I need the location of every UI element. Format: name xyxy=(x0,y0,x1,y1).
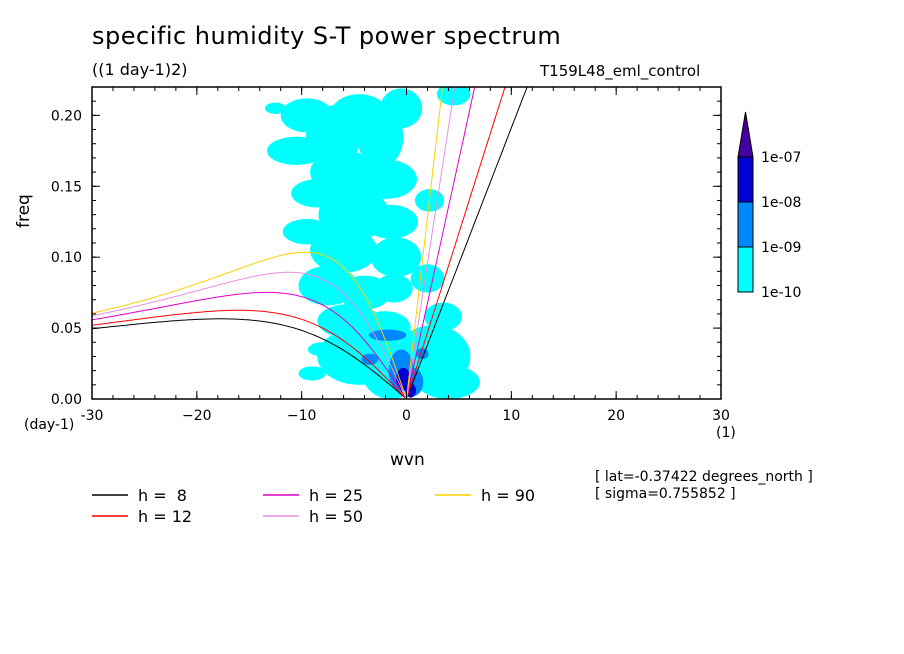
contour-region-22 xyxy=(416,364,480,399)
contour-region-4 xyxy=(380,88,423,129)
legend-label-90: h = 90 xyxy=(481,486,535,505)
legend: h = 8 h = 12 h = 25 h = 50 h = 90 xyxy=(92,486,535,526)
contour-regions xyxy=(264,87,480,399)
chart-title: specific humidity S-T power spectrum xyxy=(92,22,562,50)
contour-region-5 xyxy=(267,136,326,165)
legend-label-12: h = 12 xyxy=(138,507,192,526)
contour-region-29 xyxy=(298,366,326,381)
legend-label-50: h = 50 xyxy=(309,507,363,526)
contour-region-10 xyxy=(363,204,419,239)
colorbar-label-2: 1e-08 xyxy=(761,195,801,211)
x-unit-left: (day-1) xyxy=(24,417,75,433)
x-unit-right: (1) xyxy=(716,425,736,441)
annotation-sigma: [ sigma=0.755852 ] xyxy=(595,486,736,502)
contour-region-31 xyxy=(368,329,407,341)
contour-region-28 xyxy=(307,342,338,357)
contour-region-16 xyxy=(375,274,413,303)
dispersion-curves xyxy=(92,87,528,399)
y-tick-label-1: 0.05 xyxy=(51,321,82,337)
colorbar-label-1: 1e-09 xyxy=(761,240,801,256)
annotation-block: [ lat=-0.37422 degrees_north ] [ sigma=0… xyxy=(595,469,813,503)
contour-region-27 xyxy=(264,102,286,114)
colorbar-extend-arrow xyxy=(737,111,754,158)
rossby-curve-8 xyxy=(92,318,407,399)
chart-units: ((1 day-1)2) xyxy=(92,60,188,79)
colorbar-segment-0 xyxy=(737,246,754,293)
contour-region-13 xyxy=(370,237,422,278)
legend-label-25: h = 25 xyxy=(309,486,363,505)
contour-region-12 xyxy=(310,227,378,273)
colorbar-label-3: 1e-07 xyxy=(761,150,801,166)
run-label: T159L48_eml_control xyxy=(540,62,701,80)
x-tick-label-1: −20 xyxy=(182,408,212,424)
x-tick-label-0: -30 xyxy=(81,408,104,424)
x-tick-label-5: 20 xyxy=(607,408,625,424)
contour-region-30 xyxy=(448,342,470,357)
colorbar-segment-2 xyxy=(737,156,754,203)
colorbar: 1e-10 1e-09 1e-08 1e-07 xyxy=(737,111,801,301)
rossby-curve-50 xyxy=(92,271,407,399)
colorbar-segment-1 xyxy=(737,201,754,248)
x-tick-label-2: −10 xyxy=(287,408,317,424)
contour-region-24 xyxy=(410,264,445,293)
rossby-curve-90 xyxy=(92,251,407,399)
rossby-curve-12 xyxy=(92,309,407,399)
contour-region-34 xyxy=(361,353,379,365)
x-tick-label-6: 30 xyxy=(712,408,730,424)
y-tick-label-2: 0.10 xyxy=(51,250,82,266)
x-axis-label: wvn xyxy=(390,450,425,470)
annotation-lat: [ lat=-0.37422 degrees_north ] xyxy=(595,469,813,485)
y-tick-label-0: 0.00 xyxy=(51,392,82,408)
y-tick-label-3: 0.15 xyxy=(51,179,82,195)
kelvin-curve-12 xyxy=(406,87,506,399)
rossby-curve-25 xyxy=(92,291,407,399)
colorbar-label-0: 1e-10 xyxy=(761,285,801,301)
x-tick-label-4: 10 xyxy=(502,408,520,424)
kelvin-curve-8 xyxy=(406,87,528,399)
y-tick-label-4: 0.20 xyxy=(51,108,82,124)
legend-label-8: h = 8 xyxy=(138,486,187,505)
contour-region-7 xyxy=(354,159,417,200)
axis-ticks: -30 −20 −10 0 10 20 30 0.00 0.05 0.10 0.15 0.20 xyxy=(51,86,730,424)
kelvin-curve-25 xyxy=(406,87,476,399)
x-tick-label-3: 0 xyxy=(402,408,411,424)
contour-region-23 xyxy=(424,302,463,331)
